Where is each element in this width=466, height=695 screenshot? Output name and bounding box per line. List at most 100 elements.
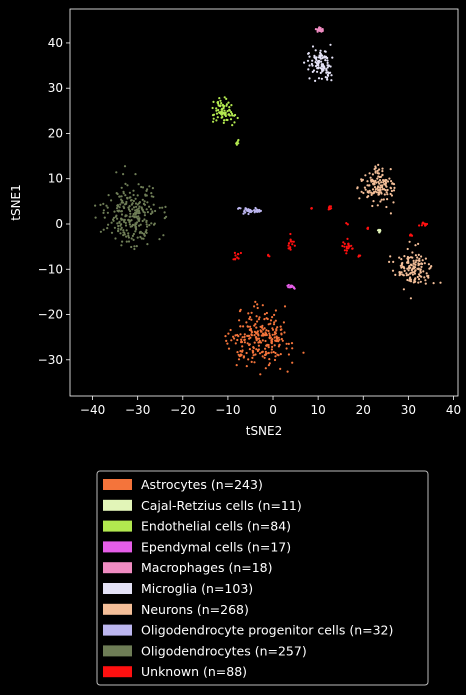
data-point — [270, 338, 274, 341]
data-point — [148, 185, 151, 188]
data-point — [366, 227, 369, 230]
axes-frame — [69, 8, 459, 397]
data-point — [320, 60, 323, 63]
data-point — [125, 200, 128, 204]
data-point — [125, 214, 128, 217]
data-point — [264, 339, 267, 343]
data-point — [241, 336, 244, 339]
data-point — [131, 223, 134, 227]
data-point — [420, 265, 423, 268]
x-tick-label: −10 — [215, 403, 240, 417]
data-point — [372, 200, 375, 203]
data-point — [417, 281, 420, 284]
data-point — [420, 262, 423, 265]
data-point — [149, 208, 153, 211]
data-point — [256, 320, 259, 323]
data-point — [317, 56, 321, 59]
data-point — [106, 227, 109, 230]
data-point — [225, 118, 228, 121]
data-point — [264, 347, 267, 350]
data-point — [319, 67, 322, 70]
data-point — [154, 209, 157, 213]
data-point — [103, 216, 106, 219]
legend-label: Oligodendrocytes (n=257) — [141, 643, 307, 658]
data-point — [381, 184, 384, 187]
data-point — [230, 339, 233, 342]
data-point — [279, 328, 282, 331]
data-point — [302, 351, 305, 354]
data-point — [258, 316, 261, 319]
data-point — [114, 237, 117, 240]
series-7 — [237, 206, 262, 216]
data-point — [258, 210, 261, 213]
legend-swatch — [103, 541, 132, 553]
data-point — [386, 188, 389, 192]
data-point — [247, 208, 250, 211]
data-point — [124, 221, 127, 224]
data-point — [252, 346, 255, 350]
data-point — [102, 228, 105, 231]
data-point — [132, 232, 135, 236]
y-tick-label: 30 — [48, 81, 63, 95]
data-point — [143, 211, 146, 214]
data-point — [126, 184, 129, 187]
data-point — [341, 244, 344, 248]
data-point — [106, 211, 109, 214]
data-point — [274, 355, 277, 358]
data-point — [230, 104, 233, 107]
data-point — [139, 235, 142, 239]
data-point — [287, 342, 290, 345]
data-point — [270, 341, 273, 344]
data-point — [278, 343, 281, 347]
data-point — [115, 171, 118, 174]
data-point — [364, 188, 367, 191]
data-point — [409, 280, 413, 283]
data-point — [408, 256, 411, 259]
data-point — [146, 201, 149, 204]
data-point — [290, 240, 293, 243]
data-point — [316, 70, 319, 73]
data-point — [266, 317, 269, 321]
data-point — [408, 240, 411, 243]
data-point — [243, 209, 246, 212]
y-tick-label: 10 — [48, 172, 63, 186]
data-point — [388, 177, 391, 180]
data-point — [127, 208, 131, 211]
data-point — [136, 236, 139, 239]
data-point — [313, 55, 316, 58]
data-point — [233, 337, 236, 340]
data-point — [219, 99, 222, 102]
data-point — [263, 318, 266, 321]
data-point — [372, 183, 375, 186]
data-point — [331, 56, 334, 59]
legend-swatch — [103, 479, 132, 490]
data-point — [314, 79, 317, 82]
data-point — [102, 202, 105, 205]
data-point — [382, 188, 386, 191]
data-point — [150, 222, 153, 225]
data-point — [152, 203, 155, 206]
series-6 — [356, 163, 442, 300]
data-point — [129, 210, 132, 213]
data-point — [136, 209, 139, 213]
data-point — [289, 238, 292, 241]
data-point — [272, 350, 275, 354]
data-point — [268, 362, 271, 365]
data-point — [229, 328, 232, 332]
data-point — [326, 59, 329, 62]
data-point — [117, 227, 120, 230]
data-point — [245, 321, 248, 324]
data-point — [265, 332, 268, 335]
data-point — [417, 264, 420, 267]
data-point — [217, 104, 220, 107]
data-point — [257, 337, 261, 340]
data-point — [402, 288, 405, 291]
data-point — [275, 328, 278, 331]
data-point — [132, 199, 135, 203]
data-point — [233, 114, 236, 117]
data-point — [237, 207, 240, 210]
data-point — [348, 245, 351, 248]
data-point — [346, 237, 349, 240]
data-point — [392, 201, 395, 204]
data-point — [398, 256, 401, 259]
